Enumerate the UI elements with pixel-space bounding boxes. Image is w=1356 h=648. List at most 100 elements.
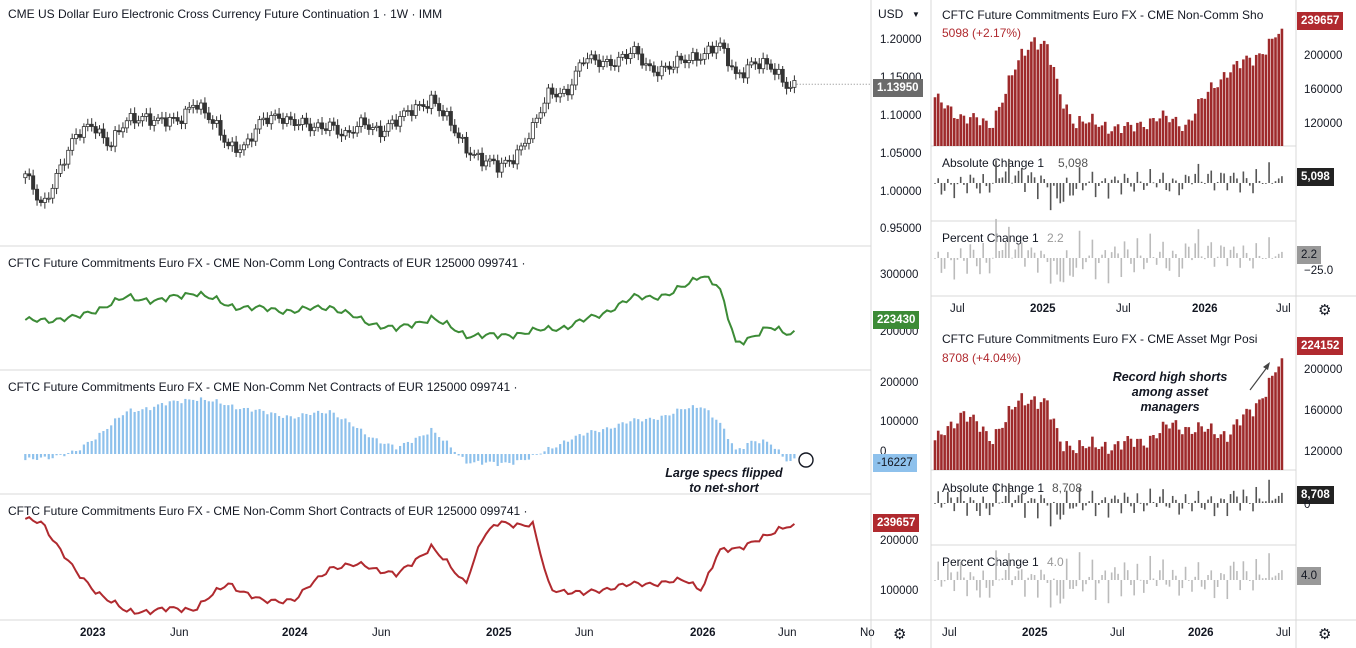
net-bar: [504, 454, 507, 463]
rb-abs-bar: [1123, 492, 1126, 503]
price-candle: [472, 149, 477, 159]
rt-pct-bar: [947, 252, 949, 258]
rb-abs-bar: [1040, 494, 1042, 503]
rt-bar: [1023, 55, 1027, 146]
net-last-tag: -16227: [873, 454, 917, 472]
rt-bar: [1075, 128, 1078, 146]
rb-bar: [1026, 403, 1030, 470]
price-candle: [89, 118, 94, 132]
rb-bar: [1280, 358, 1284, 470]
rt-pct-bar: [1085, 258, 1087, 263]
rt-pct-bar: [975, 258, 978, 267]
price-candle: [632, 41, 637, 59]
rt-pct-bar: [1277, 253, 1280, 258]
rt-pct-bar: [1168, 258, 1171, 271]
rb-abs-bar: [966, 503, 968, 516]
rb-abs-bar: [972, 500, 975, 503]
rb-bar: [1068, 445, 1072, 470]
rb-abs-bar: [1130, 503, 1132, 507]
rt-bar: [1264, 54, 1268, 146]
price-candle: [351, 126, 356, 139]
x-tick: Jun: [778, 627, 797, 639]
rt-pct-bar: [1011, 257, 1013, 259]
rb-bar: [1042, 398, 1046, 470]
left-settings-gear-icon[interactable]: ⚙: [893, 626, 907, 643]
rb-bar: [1062, 451, 1065, 470]
rb-abs-bar: [1081, 503, 1084, 511]
rt-pct-bar: [1171, 250, 1174, 258]
rb-bar: [1197, 422, 1200, 470]
rb-pct-bar: [1027, 577, 1029, 580]
chevron-down-icon[interactable]: ▼: [912, 10, 920, 19]
rt-bar: [1087, 122, 1091, 146]
rb-pct-bar: [1204, 580, 1206, 590]
net-bar: [422, 435, 425, 454]
rb-bar: [1058, 441, 1062, 470]
rt-pct-bar: [1130, 258, 1132, 264]
net-bar: [711, 417, 714, 454]
net-bar: [691, 405, 694, 454]
rb-abs-bar: [1008, 483, 1010, 503]
rb-abs-bar: [1098, 503, 1100, 506]
rb-pct-bar: [1213, 580, 1216, 599]
price-candle: [640, 48, 645, 69]
rb-pct-bar: [1110, 572, 1113, 580]
price-candle: [191, 99, 196, 114]
rt-pct-bar: [1191, 258, 1193, 261]
price-candle: [46, 192, 51, 203]
price-candle: [718, 37, 723, 51]
rt-pct-bar: [1245, 252, 1248, 258]
rt-bar: [1242, 59, 1245, 147]
rb-abs-bar: [988, 503, 991, 516]
rt-abs-bar: [1017, 170, 1020, 183]
price-candle: [230, 137, 235, 152]
price-candle: [238, 144, 243, 158]
rt-pct-bar: [950, 258, 952, 261]
price-candle: [523, 137, 528, 150]
net-bar: [203, 399, 207, 454]
net-bar: [449, 447, 452, 454]
rb-pct-bar: [1091, 559, 1094, 580]
rb-bar: [1232, 424, 1236, 470]
rb-abs-bar: [1085, 503, 1087, 506]
rb-pct-bar: [1168, 580, 1171, 587]
net-bar: [785, 454, 788, 462]
net-bar: [340, 419, 343, 454]
rt-abs-bar: [1242, 171, 1245, 183]
rb-abs-bar: [1242, 489, 1245, 503]
rt-pct-bar: [937, 251, 940, 258]
price-candle: [495, 154, 500, 178]
net-bar: [754, 441, 757, 454]
price-candle: [698, 53, 703, 65]
rb-pct-bar: [1107, 580, 1110, 604]
rb-bar: [1264, 396, 1268, 470]
rb-bar: [972, 414, 975, 470]
rt-bar: [1168, 122, 1171, 146]
price-ytick: 1.00000: [880, 186, 922, 198]
rb-abs-bar: [1168, 503, 1171, 508]
price-ytick: 1.20000: [880, 34, 922, 46]
price-candle: [558, 87, 563, 103]
net-bar: [78, 450, 82, 454]
price-candle: [265, 112, 270, 127]
rb-bar: [1123, 441, 1126, 470]
rt-abs-bar: [1069, 183, 1071, 196]
rt-pct-bar: [1274, 256, 1277, 258]
rb-abs-bar: [1252, 503, 1254, 512]
rt-bar: [962, 115, 966, 146]
rb-settings-gear-icon[interactable]: ⚙: [1318, 626, 1332, 643]
price-candle: [148, 107, 153, 130]
rt-settings-gear-icon[interactable]: ⚙: [1318, 302, 1332, 319]
rb-pct-bar: [1130, 580, 1132, 586]
rt-abs-bar: [992, 182, 994, 184]
net-bar: [43, 454, 46, 457]
rt-abs-bar: [937, 178, 940, 183]
rb-abs-bar: [969, 497, 972, 503]
price-candle: [202, 97, 207, 119]
net-bar: [715, 419, 718, 454]
rb-pct-bar: [1020, 569, 1023, 580]
currency-selector[interactable]: USD: [878, 7, 904, 21]
price-candle: [433, 90, 438, 107]
rt-pct-bar: [1110, 252, 1113, 258]
price-candle: [378, 120, 383, 143]
